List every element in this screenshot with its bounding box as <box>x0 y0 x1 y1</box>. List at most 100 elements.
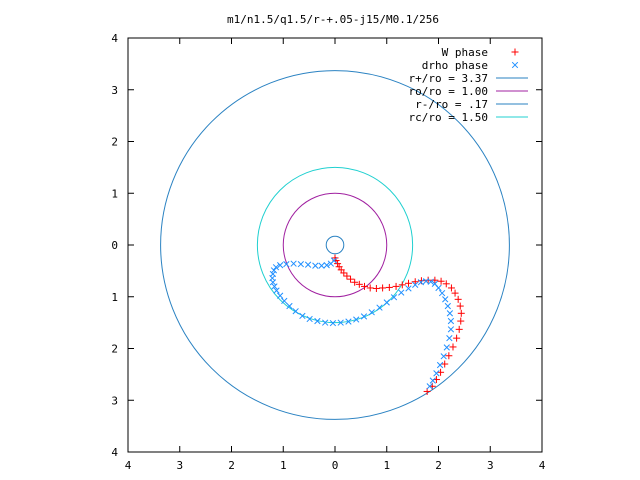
drho-phase-point <box>442 296 449 303</box>
w-phase-point <box>437 277 445 285</box>
drho-phase-point <box>412 281 419 289</box>
legend-label: rc/ro = 1.50 <box>409 111 488 124</box>
w-phase-point <box>351 278 359 286</box>
drho-phase-point <box>368 309 375 316</box>
drho-phase-point <box>270 267 278 274</box>
legend-item: W phase <box>442 46 519 59</box>
x-tick-label: 3 <box>176 459 183 472</box>
circles <box>160 70 510 420</box>
w-phase-point <box>411 278 419 286</box>
w-phase-point <box>445 352 453 360</box>
legend-label: ro/ro = 1.00 <box>409 85 488 98</box>
drho-phase-point <box>427 278 434 285</box>
circle-rc-ro-1-50 <box>256 166 414 324</box>
drho-phase-point <box>276 292 284 299</box>
drho-phase-point <box>417 279 425 286</box>
legend-item: rc/ro = 1.50 <box>409 111 528 124</box>
drho-phase-point <box>446 310 454 317</box>
y-tick-label: 2 <box>111 136 118 149</box>
y-tick-label: 3 <box>111 394 118 407</box>
legend-item: drho phase <box>422 59 519 72</box>
legend-item: r+/ro = 3.37 <box>409 72 528 85</box>
y-tick-label: 1 <box>111 187 118 200</box>
w-phase-point <box>392 282 400 290</box>
drho-phase-point <box>286 302 293 310</box>
drho-phase-point <box>271 283 278 290</box>
drho-phase-point <box>429 377 436 384</box>
legend-label: r-/ro = .17 <box>415 98 488 111</box>
w-phase-point <box>453 334 461 342</box>
drho-phase-point <box>283 260 290 268</box>
chart-title: m1/n1.5/q1.5/r-+.05-j15/M0.1/256 <box>227 13 439 26</box>
w-phase-point <box>385 283 393 291</box>
drho-phase-point <box>345 318 352 325</box>
w-phase-point <box>360 282 368 290</box>
drho-phase-point <box>292 308 299 315</box>
y-tick-label: 4 <box>111 32 118 45</box>
legend-label: W phase <box>442 46 488 59</box>
w-phase-point <box>456 302 464 310</box>
x-tick-label: 4 <box>125 459 132 472</box>
drho-phase-point <box>398 289 405 296</box>
drho-phase-point <box>443 344 450 351</box>
w-phase-point <box>457 309 465 317</box>
w-phase-point <box>334 260 342 268</box>
x-tick-label: 4 <box>539 459 546 472</box>
drho-phase-point <box>297 260 304 268</box>
drho-phase-point <box>426 383 433 390</box>
drho-phase-point <box>272 264 280 271</box>
drho-phase-point <box>435 284 442 292</box>
drho-phase-point <box>276 262 284 269</box>
drho-phase-point <box>327 260 335 267</box>
circle-ro-ro-1-00 <box>282 192 388 298</box>
drho-phase-point <box>405 285 412 292</box>
w-phase-point <box>437 368 445 376</box>
drho-phase-point <box>322 319 329 326</box>
w-phase-point <box>457 317 465 325</box>
axis-ticks <box>127 37 543 453</box>
legend-label: r+/ro = 3.37 <box>409 72 488 85</box>
w-phase-point <box>454 295 462 303</box>
drho-phase-point <box>433 370 440 377</box>
x-tick-label: 3 <box>487 459 494 472</box>
drho-phase-point <box>290 260 297 267</box>
drho-phase-point <box>353 316 360 323</box>
drho-phase-point <box>447 317 455 325</box>
drho-phase-point <box>390 294 398 301</box>
drho-phase-point <box>383 299 390 306</box>
w-phase-point <box>447 284 455 292</box>
drho-phase-point <box>273 287 280 294</box>
drho-phase-point <box>323 262 330 269</box>
drho-phase-point <box>269 279 277 286</box>
drho-phase-point <box>360 313 368 320</box>
x-tick-label: 2 <box>435 459 442 472</box>
drho-phase-point <box>281 297 288 305</box>
legend-item: ro/ro = 1.00 <box>409 85 528 98</box>
w-phase-point <box>451 289 459 297</box>
drho-phase-point <box>447 326 455 333</box>
y-tick-label: 3 <box>111 84 118 97</box>
y-tick-label: 4 <box>111 446 118 459</box>
x-tick-label: 1 <box>280 459 287 472</box>
drho-phase-point <box>304 261 312 268</box>
drho-phase-point <box>299 312 306 320</box>
drho-phase-point <box>314 317 321 325</box>
w-phase-point <box>340 269 348 277</box>
drho-phase-point <box>438 289 446 297</box>
x-tick-label: 2 <box>228 459 235 472</box>
w-phase-point <box>347 275 355 283</box>
circle-r-ro-17 <box>325 235 345 255</box>
drho-phase-point <box>444 302 451 310</box>
w-phase-point <box>343 272 351 280</box>
drho-phase-point <box>337 319 344 326</box>
y-tick-label: 2 <box>111 343 118 356</box>
legend-label: drho phase <box>422 59 488 72</box>
w-phase-point <box>404 279 412 287</box>
x-tick-labels: 4 3 2 1 0 1 2 3 4 <box>125 459 546 472</box>
w-phase-point <box>398 281 406 289</box>
w-phase-point <box>372 284 380 292</box>
drho-phase-point <box>318 262 325 269</box>
circle-r-ro-3-37 <box>160 70 510 420</box>
drho-phase-point <box>306 315 313 323</box>
